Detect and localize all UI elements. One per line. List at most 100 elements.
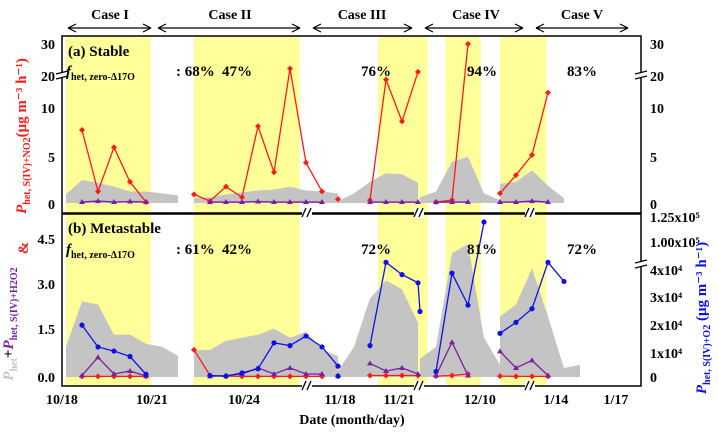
sulfite_h2o2-point [255,198,261,204]
sulfite_h2o2-line [500,200,549,203]
panel-a-frame [61,35,642,214]
sulfite_o2-point [529,306,535,312]
sulfite_h2o2-point [207,199,213,205]
sulfite_h2o2-point [497,348,503,354]
sulfite_h2o2-point [449,339,455,345]
sulfite_o2-point [143,371,149,377]
sulfite_o2-point [449,270,455,276]
sulfite_o2-point [481,219,487,225]
sulfite_no2-point [239,194,245,201]
ylabel-subscript: het [9,357,20,371]
tick-label: 20 [41,70,55,85]
sulfite_no2-point [399,118,405,125]
tick-label: 3x10⁴ [650,291,683,306]
case-label-3: Case III [338,8,387,23]
sulfite_no2-point [497,373,503,380]
panel-b-fhet-values: : 61% 42% 72% 81% 72% [176,242,597,258]
sulfite_h2o2-point [415,199,421,205]
sulfite_h2o2-point [319,370,325,376]
sulfite_h2o2-line [369,362,419,375]
sulfite_h2o2-point [449,199,455,205]
ylabel-unit: (μg m⁻³ h⁻¹) [694,242,710,325]
fhet-value: 72% [361,242,391,258]
tick-label: 10 [650,102,664,117]
sulfite_h2o2-point [79,372,85,378]
tick-label: 1.5 [38,323,56,338]
tick-label: 10 [41,102,55,117]
sulfite_h2o2-point [529,198,535,204]
sulfite_no2-point [449,372,455,379]
sulfite_no2-point [383,372,389,379]
sulfite_h2o2-point [271,370,277,376]
fhet-value: 94% [467,64,497,80]
sulfite_no2-point [127,373,133,380]
fhet-value: : 68% [176,64,215,80]
total-area [420,244,500,377]
x-tick-label: 1/17 [604,393,629,408]
total-area [338,280,418,377]
sulfite_o2-point [383,259,389,265]
sulfite_no2-point [513,373,519,380]
sulfite_o2-point [415,280,421,286]
total-area [66,301,178,377]
sulfite_h2o2-point [111,199,117,205]
fhet-symbol: f [66,64,73,80]
tick-label: 1.00x10⁵ [650,236,700,251]
sulfite_no2-point [287,65,293,72]
tick-label: 0 [650,198,657,213]
sulfite_o2-point [561,278,567,285]
sulfite_no2-point [95,373,101,380]
fhet-value: 47% [222,64,252,80]
fhet-value: 81% [467,242,497,258]
panel-a-left-ticks: 0 5 10 20 30 [41,38,55,213]
panel-a-fhet-values: : 68% 47% 76% 94% 83% [176,64,597,80]
sulfite_o2-point [127,353,133,360]
sulfite_h2o2-point [545,372,551,378]
sulfite_no2-point [191,346,197,353]
x-tick-label: 11/18 [324,393,355,408]
tick-label: 4x10⁴ [650,264,683,279]
y-axis-break-marks [55,70,648,269]
tick-label: 4.5 [38,233,56,248]
case-labels: Case I Case II Case III Case IV Case V [91,8,603,23]
sulfite_h2o2-point [287,364,293,370]
tick-label: 5 [650,151,657,166]
sulfite_h2o2-point [545,199,551,205]
sulfite_h2o2-point [367,199,373,205]
panel-b-left-axis-title-extra: & [16,242,32,255]
sulfite_h2o2-point [383,199,389,205]
panel-b-label: (b) Metastable [68,221,161,237]
sulfite_o2-point [239,370,245,376]
fhet-value: 42% [222,242,252,258]
x-tick-label: 10/18 [46,393,78,408]
sulfite_o2-point [303,333,309,339]
fhet-value: 72% [567,242,597,258]
sulfite_h2o2-point [303,199,309,205]
total-area [194,328,338,377]
x-axis-ticks: 10/18 10/21 10/24 11/18 11/21 12/10 1/14… [46,393,628,408]
total-area [338,173,418,203]
sulfite_o2-point [287,343,293,349]
panel-a-series [66,41,564,206]
case-label-2: Case II [208,8,251,23]
panel-b-series [66,219,580,380]
panel-a-left-axis-title: Phet, S(IV)+NO2(μg m⁻³ h⁻¹) [14,58,33,214]
x-tick-label: 12/10 [464,393,496,408]
tick-label: 0 [650,371,657,386]
ylabel-symbol: P [694,384,710,394]
sulfite_h2o2-line [499,350,549,376]
sulfite_no2-point [399,372,405,379]
tick-label: 1x10⁴ [650,347,683,362]
sulfite_h2o2-point [383,367,389,373]
tick-label: 30 [650,38,664,53]
sulfite_o2-point [271,340,277,346]
sulfite_h2o2-point [287,199,293,205]
total-area [500,170,564,203]
sulfite_o2-point [95,344,101,350]
sulfite_no2-line [499,92,549,194]
sulfite_o2-point [367,343,373,349]
sulfite_no2-point [303,159,309,166]
sulfite_o2-point [417,308,423,315]
tick-label: 3.0 [38,278,56,293]
sulfite_h2o2-point [399,364,405,370]
